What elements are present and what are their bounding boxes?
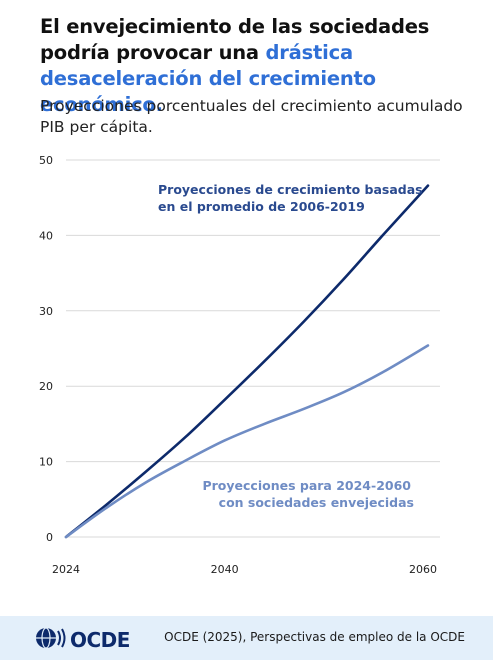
x-axis-ticks: 2024 2040 2060 [52,563,437,576]
ocde-logo[interactable]: OCDE [34,625,134,652]
chart-subtitle: Proyecciones porcentuales del crecimient… [40,97,463,136]
line-chart: 0 10 20 30 40 50 2024 2040 2060 Proyecciones de… [39,154,440,576]
series-lines [64,184,430,539]
x-tick-label-2040: 2040 [211,563,239,576]
y-tick-label-20: 20 [39,380,53,393]
title-main: El envejecimiento de las sociedades podr… [40,15,430,64]
y-tick-label-0: 0 [46,531,53,544]
series-line-1 [64,344,430,539]
series-label-low-line1: Proyecciones para 2024-2060 [202,478,411,493]
y-tick-label-30: 30 [39,305,53,318]
x-tick-label-2024: 2024 [52,563,80,576]
chart-title: El envejecimiento de las sociedades podr… [40,14,480,118]
grid-lines [66,159,440,538]
logo-text: OCDE [70,628,130,652]
source-note: OCDE (2025), Perspectivas de empleo de l… [164,630,465,644]
series-label-high-line2: en el promedio de 2006-2019 [158,199,365,214]
y-axis-ticks: 0 10 20 30 40 50 [39,154,53,544]
y-tick-label-40: 40 [39,229,53,242]
ocde-globe-icon [36,627,66,649]
y-tick-label-10: 10 [39,456,53,469]
footer: OCDE OCDE (2025), Perspectivas de empleo… [0,616,493,660]
series-label-low-line2: con sociedades envejecidas [219,495,414,510]
series-label-high-line1: Proyecciones de crecimiento basadas [158,182,423,197]
title-highlight: drástica desaceleración del crecimiento … [40,41,376,116]
series-line-0 [64,184,430,539]
x-tick-label-2060: 2060 [409,563,437,576]
y-tick-label-50: 50 [39,154,53,167]
